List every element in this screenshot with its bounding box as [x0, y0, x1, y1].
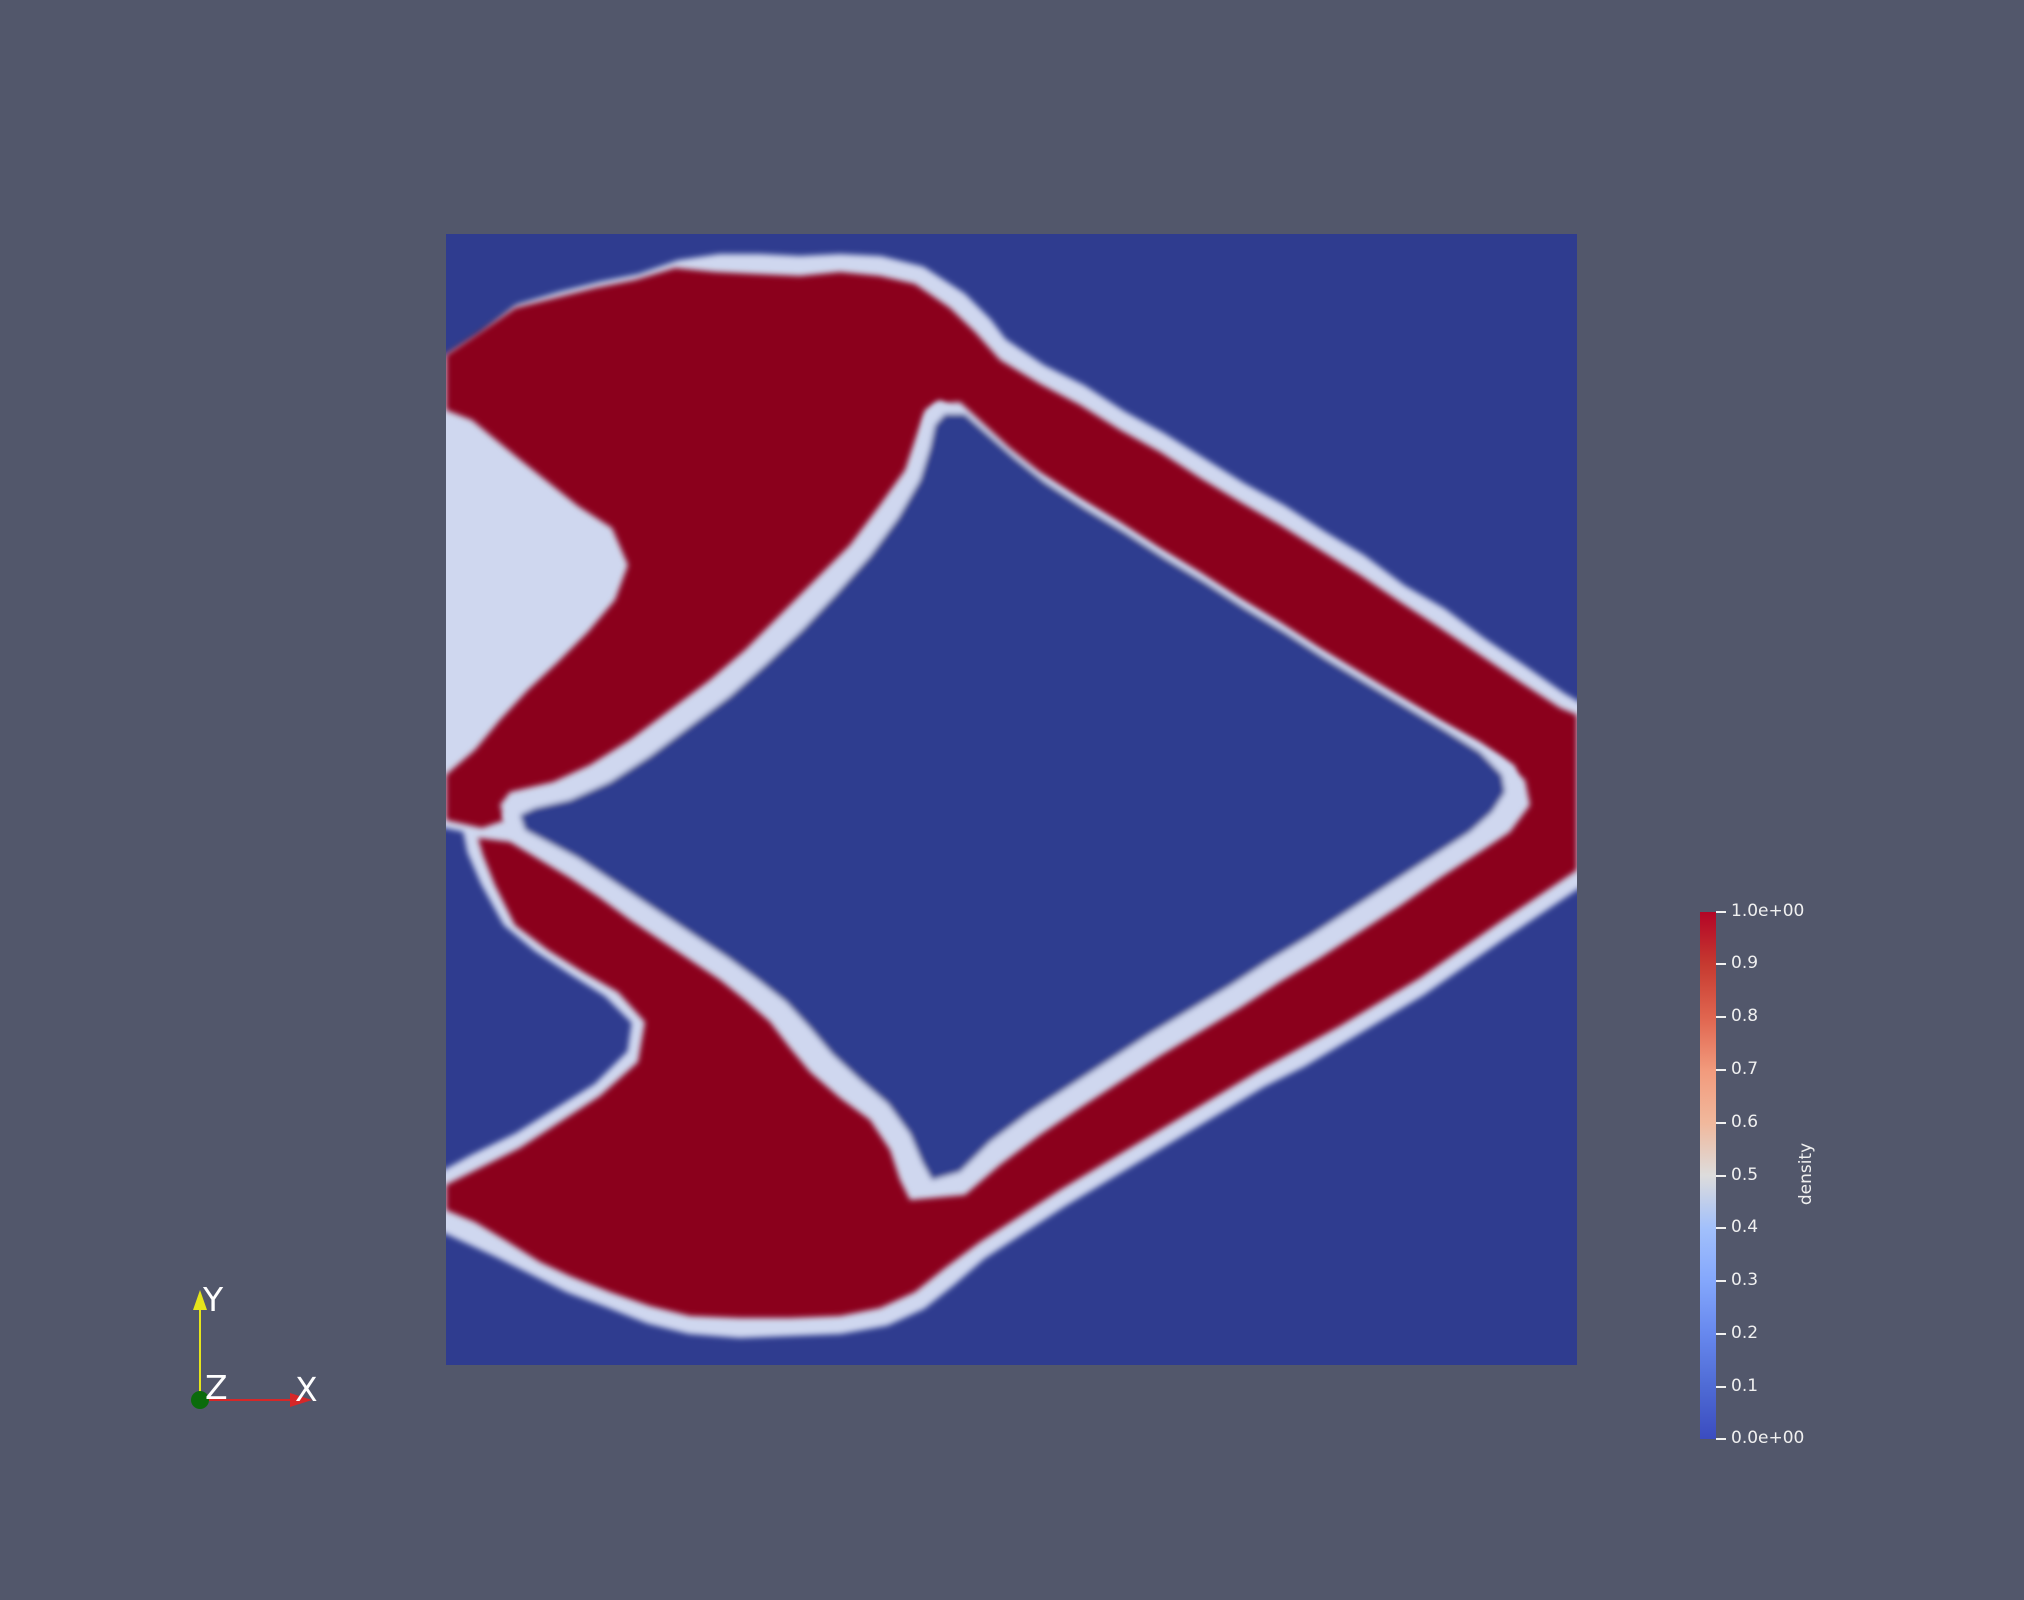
y-axis-label: Y [203, 1280, 224, 1319]
colorbar-tick [1716, 1069, 1726, 1071]
colorbar-label: 0.1 [1731, 1376, 1759, 1396]
y-axis-arrow-icon [193, 1290, 207, 1310]
colorbar-label-min: 0.0e+00 [1731, 1428, 1805, 1448]
colorbar-tick [1716, 1016, 1726, 1018]
colorbar-tick [1716, 1333, 1726, 1335]
colorbar-tick [1716, 1438, 1726, 1440]
colorbar-label: 0.8 [1731, 1006, 1759, 1026]
colorbar-tick [1716, 1227, 1726, 1229]
colorbar-gradient [1700, 912, 1716, 1439]
colorbar-title: density [1796, 1142, 1816, 1206]
colorbar-label: 0.6 [1731, 1112, 1759, 1132]
colorbar-tick [1716, 1122, 1726, 1124]
colorbar-label: 0.5 [1731, 1165, 1759, 1185]
colorbar-tick [1716, 1175, 1726, 1177]
z-axis-dot-icon [191, 1391, 209, 1409]
z-axis-label: Z [205, 1368, 228, 1407]
orientation-axes [191, 1290, 312, 1409]
colorbar-tick [1716, 1386, 1726, 1388]
solid-material [446, 268, 1577, 1318]
colorbar-label: 0.4 [1731, 1217, 1759, 1237]
colorbar-label: 0.7 [1731, 1059, 1759, 1079]
colorbar-label: 0.2 [1731, 1323, 1759, 1343]
colorbar-tick [1716, 1280, 1726, 1282]
x-axis-arrow-icon [290, 1393, 312, 1407]
colorbar-tick [1716, 911, 1726, 913]
colorbar-label: 0.3 [1731, 1270, 1759, 1290]
inner-void [502, 402, 1520, 1192]
colorbar-label: 0.9 [1731, 953, 1759, 973]
colorbar-label-max: 1.0e+00 [1731, 901, 1805, 921]
colorbar-tick [1716, 963, 1726, 965]
x-axis-label: X [295, 1370, 318, 1409]
